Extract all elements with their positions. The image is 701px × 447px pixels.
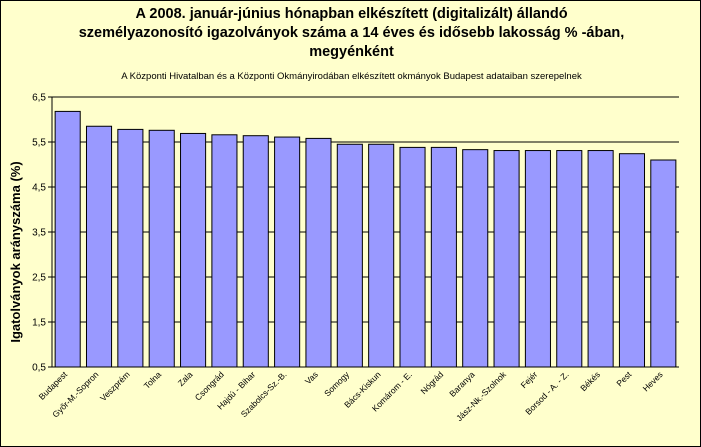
bar bbox=[368, 143, 395, 368]
x-tick-label: Fejér bbox=[519, 369, 540, 390]
y-axis-label: Igatolványok arányszáma (%) bbox=[8, 161, 23, 342]
bar bbox=[211, 134, 238, 368]
y-tick-label: 5,5 bbox=[32, 138, 46, 149]
bar bbox=[493, 150, 520, 368]
y-tick-label: 1,5 bbox=[32, 318, 46, 329]
bar bbox=[54, 110, 81, 368]
bar bbox=[556, 150, 583, 368]
y-tick-label: 6,5 bbox=[32, 93, 46, 104]
bar bbox=[180, 132, 207, 368]
y-tick-labels: 0,5 1,5 2,5 3,5 4,5 5,5 6,5 bbox=[32, 93, 46, 374]
x-tick-label: Pest bbox=[614, 369, 634, 389]
bar bbox=[650, 159, 677, 368]
x-tick-label: Tolna bbox=[142, 369, 164, 391]
axes bbox=[51, 97, 679, 368]
chart-subtitle: A Központi Hivatalban és a Központi Okmá… bbox=[121, 71, 582, 82]
x-tick-label: Heves bbox=[641, 369, 665, 393]
bar bbox=[618, 153, 646, 368]
x-tick-label: Somogy bbox=[322, 369, 352, 399]
x-tick-label: Baranya bbox=[447, 369, 477, 399]
chart-title: A 2008. január-június hónapban elkészíte… bbox=[1, 5, 701, 62]
bar bbox=[336, 143, 363, 368]
bar bbox=[117, 128, 144, 368]
bar bbox=[242, 135, 269, 368]
bar bbox=[399, 146, 426, 368]
bar bbox=[148, 129, 175, 368]
bar bbox=[524, 150, 551, 368]
chart-title-line-1: A 2008. január-június hónapban elkészíte… bbox=[135, 6, 568, 22]
y-tick-label: 2,5 bbox=[32, 273, 46, 284]
y-tick-label: 3,5 bbox=[32, 228, 46, 239]
bar bbox=[587, 150, 614, 368]
x-tick-label: Békés bbox=[578, 369, 602, 393]
y-tick-label: 0,5 bbox=[32, 363, 46, 374]
x-tick-label: Nógrád bbox=[418, 369, 445, 396]
bar bbox=[85, 125, 113, 368]
bar bbox=[305, 137, 332, 368]
chart-title-line-2: személyazonosító igazolványok száma a 14… bbox=[78, 25, 625, 41]
bars bbox=[54, 110, 677, 368]
x-tick-label: Veszprém bbox=[98, 369, 132, 403]
x-tick-label: Zala bbox=[176, 369, 195, 388]
y-tick-label: 4,5 bbox=[32, 183, 46, 194]
bar bbox=[274, 136, 301, 368]
bar bbox=[462, 149, 489, 368]
chart-title-line-3: megyénként bbox=[309, 44, 394, 60]
x-tick-label: Vas bbox=[303, 369, 320, 386]
bar bbox=[430, 146, 457, 368]
